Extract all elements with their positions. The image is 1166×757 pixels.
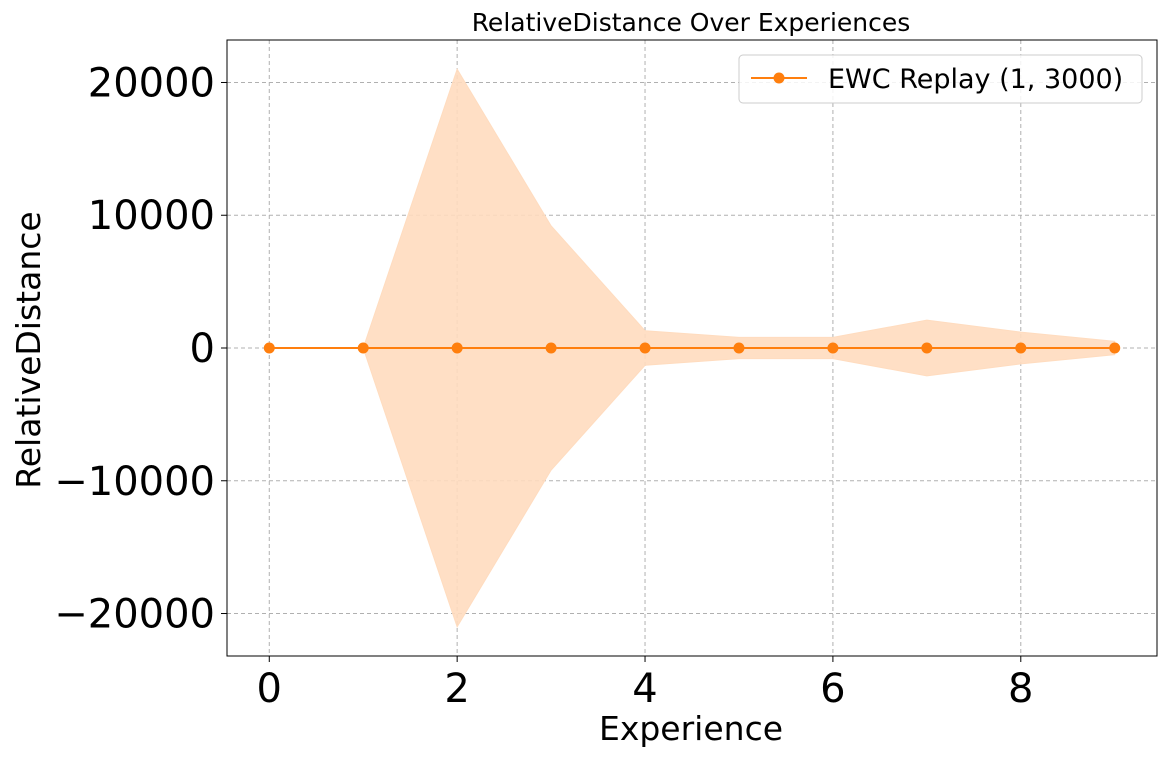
legend-label: EWC Replay (1, 3000): [828, 64, 1123, 95]
y-tick-label: −20000: [54, 592, 215, 638]
data-point: [545, 342, 557, 354]
data-point: [1015, 342, 1027, 354]
data-point: [451, 342, 463, 354]
data-point: [733, 342, 745, 354]
x-axis-label: Experience: [599, 709, 783, 748]
data-point: [639, 342, 651, 354]
x-tick-label: 2: [444, 666, 469, 712]
y-tick-label: 20000: [88, 60, 215, 106]
data-point: [357, 342, 369, 354]
x-tick-label: 8: [1008, 666, 1033, 712]
x-tick-label: 0: [257, 666, 282, 712]
y-axis-label: RelativeDistance: [9, 211, 48, 488]
data-point: [263, 342, 275, 354]
legend-frame: [738, 54, 1143, 104]
y-axis-ticks: −20000 −10000 0 10000 20000: [54, 60, 227, 638]
chart-title: RelativeDistance Over Experiences: [472, 8, 911, 37]
y-tick-label: 10000: [88, 193, 215, 239]
x-tick-label: 4: [632, 666, 657, 712]
data-point: [921, 342, 933, 354]
x-axis-ticks: 0 2 4 6 8: [257, 656, 1034, 712]
points-layer: [263, 342, 1121, 354]
data-point: [1109, 342, 1121, 354]
y-tick-label: −10000: [54, 459, 215, 505]
legend-marker-swatch: [773, 72, 785, 84]
x-tick-label: 6: [820, 666, 845, 712]
y-tick-label: 0: [190, 326, 215, 372]
data-point: [827, 342, 839, 354]
legend: EWC Replay (1, 3000): [738, 54, 1143, 104]
